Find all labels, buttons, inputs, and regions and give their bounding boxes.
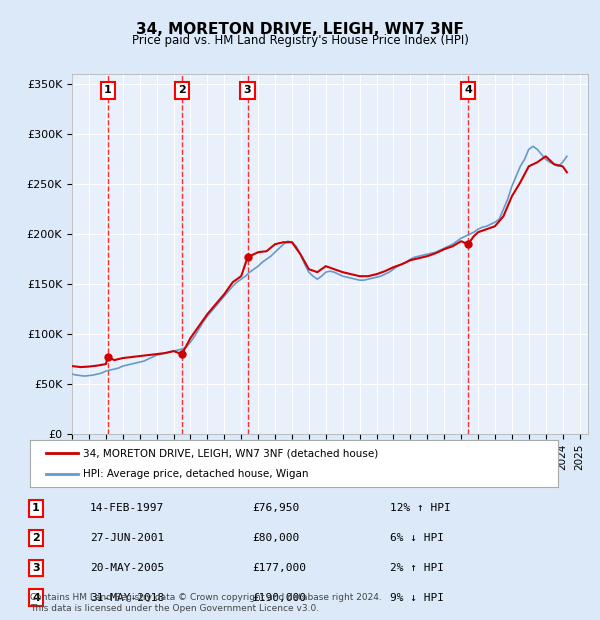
Text: Contains HM Land Registry data © Crown copyright and database right 2024.
This d: Contains HM Land Registry data © Crown c… [30,593,382,613]
Text: 3: 3 [244,85,251,95]
Text: 20-MAY-2005: 20-MAY-2005 [90,563,164,573]
Text: 31-MAY-2018: 31-MAY-2018 [90,593,164,603]
Text: 12% ↑ HPI: 12% ↑ HPI [390,503,451,513]
Text: 2: 2 [32,533,40,543]
Text: £177,000: £177,000 [252,563,306,573]
Text: 2% ↑ HPI: 2% ↑ HPI [390,563,444,573]
Text: 14-FEB-1997: 14-FEB-1997 [90,503,164,513]
Text: £80,000: £80,000 [252,533,299,543]
Text: 1: 1 [32,503,40,513]
Text: £190,000: £190,000 [252,593,306,603]
Text: 27-JUN-2001: 27-JUN-2001 [90,533,164,543]
Text: £76,950: £76,950 [252,503,299,513]
Text: 34, MORETON DRIVE, LEIGH, WN7 3NF (detached house): 34, MORETON DRIVE, LEIGH, WN7 3NF (detac… [83,448,378,458]
Text: 6% ↓ HPI: 6% ↓ HPI [390,533,444,543]
Text: HPI: Average price, detached house, Wigan: HPI: Average price, detached house, Wiga… [83,469,308,479]
Text: 1: 1 [104,85,112,95]
Text: Price paid vs. HM Land Registry's House Price Index (HPI): Price paid vs. HM Land Registry's House … [131,34,469,47]
Text: 9% ↓ HPI: 9% ↓ HPI [390,593,444,603]
Text: 4: 4 [32,593,40,603]
Text: 34, MORETON DRIVE, LEIGH, WN7 3NF: 34, MORETON DRIVE, LEIGH, WN7 3NF [136,22,464,37]
Text: 2: 2 [178,85,185,95]
Text: 3: 3 [32,563,40,573]
Text: 4: 4 [464,85,472,95]
